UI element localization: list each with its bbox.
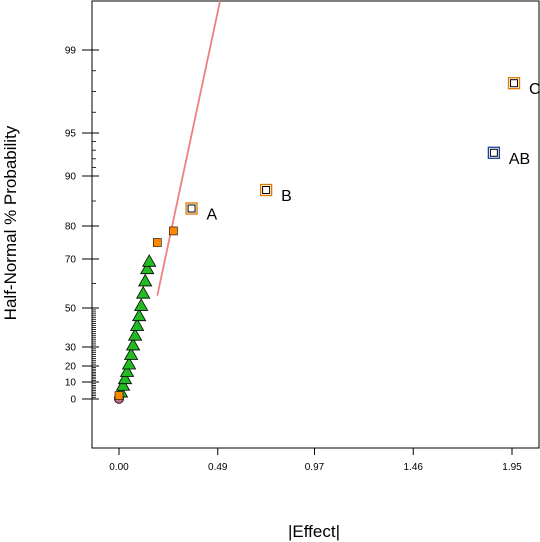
point-0-1 bbox=[115, 378, 131, 391]
y-tick-label-4: 50 bbox=[65, 304, 77, 315]
point-0-7 bbox=[127, 327, 143, 341]
point-3-1-inner bbox=[262, 186, 271, 194]
point-3-0-inner bbox=[187, 204, 196, 213]
y-tick-label-1: 10 bbox=[65, 378, 77, 389]
point-0-9 bbox=[131, 308, 147, 322]
x-tick-label-4: 1.95 bbox=[502, 462, 522, 473]
point-label-AB: AB bbox=[509, 151, 530, 168]
point-0-13 bbox=[140, 261, 155, 275]
point-2-0 bbox=[114, 391, 124, 400]
y-tick-label-6: 80 bbox=[65, 222, 77, 233]
point-3-1 bbox=[259, 183, 273, 197]
point-4-0 bbox=[487, 146, 501, 159]
y-tick-label-3: 30 bbox=[65, 343, 77, 354]
point-4-0-inner bbox=[489, 148, 498, 157]
x-tick-label-1: 0.49 bbox=[208, 462, 228, 473]
point-3-2 bbox=[507, 77, 521, 90]
y-tick-label-0: 0 bbox=[70, 395, 76, 406]
reference-line-group bbox=[156, 0, 221, 296]
reference-line bbox=[156, 0, 221, 296]
x-tick-label-2: 0.97 bbox=[305, 462, 325, 473]
point-2-1 bbox=[152, 238, 162, 247]
point-0-4 bbox=[121, 356, 137, 370]
point-0-11 bbox=[135, 285, 151, 299]
point-3-2-inner bbox=[510, 79, 519, 88]
point-3-0 bbox=[185, 202, 198, 215]
x-tick-label-3: 1.46 bbox=[404, 462, 424, 473]
point-label-C: C bbox=[529, 81, 540, 98]
y-tick-label-2: 20 bbox=[65, 362, 77, 373]
point-label-B: B bbox=[281, 188, 292, 205]
x-axis-title: |Effect| bbox=[288, 522, 340, 541]
y-tick-label-7: 90 bbox=[65, 172, 77, 183]
y-axis: 0 10 20 30 50 70 80 90 95 99 bbox=[65, 46, 99, 406]
point-0-14 bbox=[142, 254, 157, 267]
y-tick-label-5: 70 bbox=[65, 255, 77, 266]
point-0-3 bbox=[119, 364, 135, 377]
y-axis-title: Half-Normal % Probability bbox=[1, 125, 20, 320]
x-tick-label-0: 0.00 bbox=[109, 462, 129, 473]
x-axis: 0.00 0.49 0.97 1.46 1.95 bbox=[109, 448, 522, 473]
point-label-A: A bbox=[207, 207, 218, 224]
point-0-2 bbox=[117, 371, 133, 385]
y-tick-label-8: 95 bbox=[65, 129, 77, 140]
plot-area bbox=[91, 0, 540, 449]
point-0-6 bbox=[125, 337, 141, 351]
point-0-10 bbox=[133, 298, 149, 311]
y-tick-label-9: 99 bbox=[65, 46, 77, 57]
point-0-12 bbox=[138, 273, 153, 287]
point-0-8 bbox=[129, 318, 145, 331]
point-0-5 bbox=[123, 347, 139, 360]
point-2-2 bbox=[169, 226, 178, 236]
